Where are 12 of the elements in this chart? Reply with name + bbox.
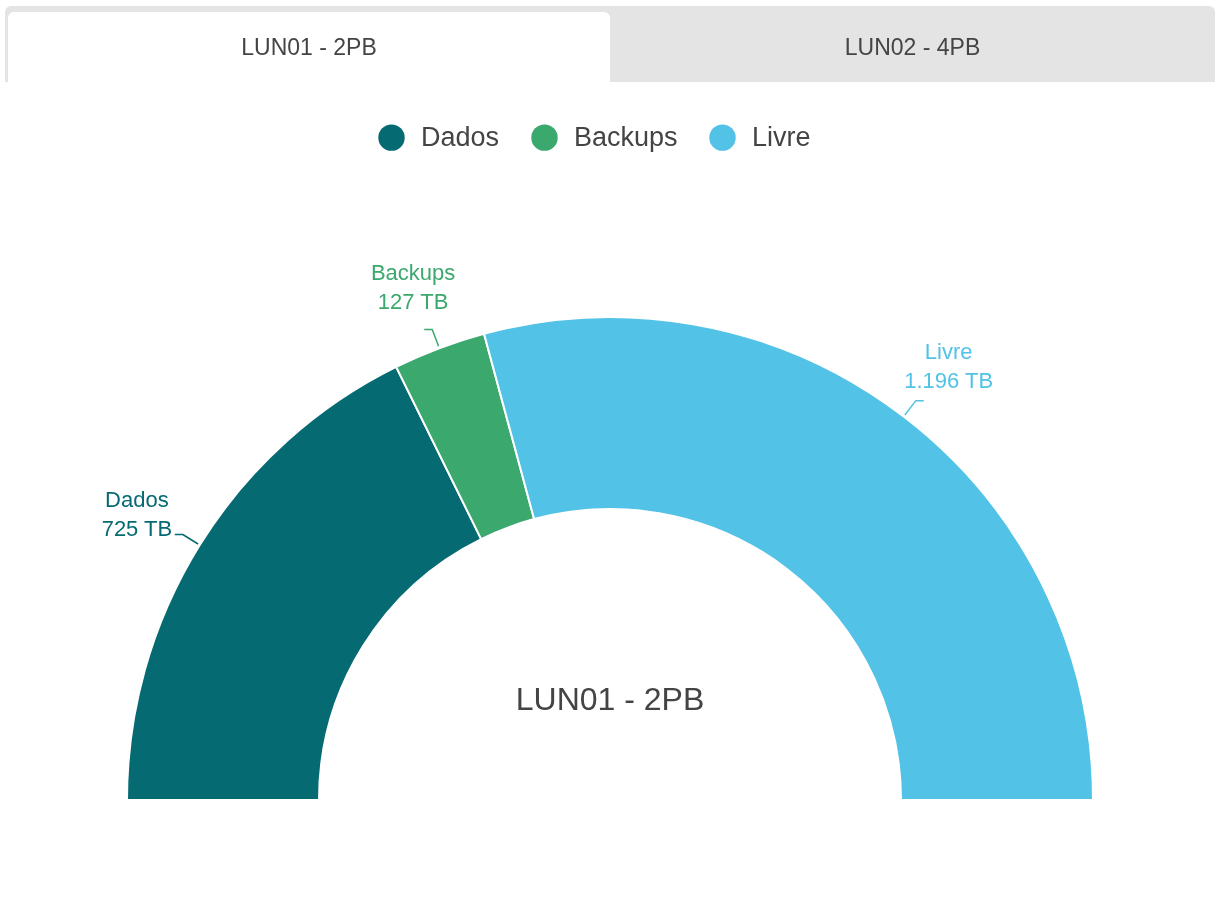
legend-label: Dados [421, 121, 500, 152]
data-label: 1.196 TB [904, 367, 994, 393]
legend-label: Livre [752, 121, 811, 152]
data-label: 725 TB [101, 515, 173, 541]
slice-label: Backups [370, 259, 456, 285]
text: LUN01 - 2PB [515, 681, 705, 717]
tab-button[interactable]: LUN02 - 4PB [610, 12, 1215, 82]
slice-label: Dados [105, 486, 169, 512]
tab-button[interactable]: LUN01 - 2PB [8, 12, 610, 82]
data-label: 127 TB [377, 288, 449, 314]
legend-label: Backups [574, 121, 678, 152]
slice-label: Livre [924, 338, 973, 364]
